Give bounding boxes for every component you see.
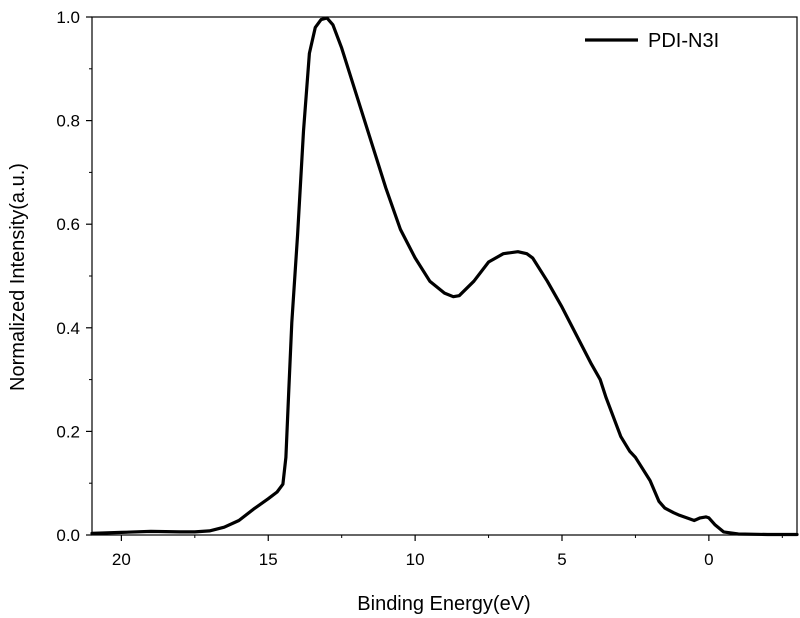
y-axis: 0.0 0.2 0.4 0.6 0.8 1.0 <box>56 8 92 545</box>
legend-label: PDI-N3I <box>648 30 719 52</box>
y-axis-title: Normalized Intensity(a.u.) <box>7 163 29 391</box>
plot-border <box>91 16 798 536</box>
x-axis: 20 15 10 5 0 <box>112 535 783 569</box>
x-tick-label: 20 <box>112 550 131 569</box>
y-tick-label: 0.8 <box>56 112 80 131</box>
plot-frame <box>91 16 798 536</box>
y-tick-label: 0.0 <box>56 526 80 545</box>
x-tick-label: 15 <box>259 550 278 569</box>
x-tick-label: 5 <box>557 550 566 569</box>
x-tick-label: 10 <box>406 550 425 569</box>
y-tick-label: 0.6 <box>56 215 80 234</box>
x-tick-label: 0 <box>704 550 713 569</box>
y-tick-label: 0.4 <box>56 319 80 338</box>
legend: PDI-N3I <box>585 30 719 52</box>
series-layer <box>90 16 799 537</box>
y-tick-label: 0.2 <box>56 422 80 441</box>
series-line-pdi-n3i <box>90 16 799 537</box>
y-tick-label: 1.0 <box>56 8 80 27</box>
x-axis-title: Binding Energy(eV) <box>357 593 530 615</box>
